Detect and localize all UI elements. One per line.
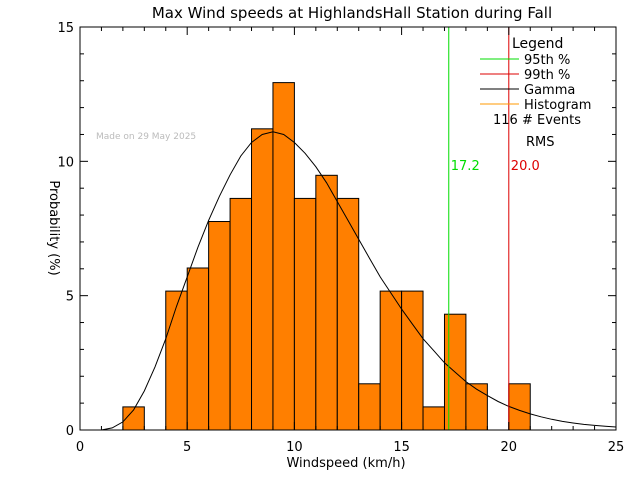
x-tick-label: 25 [608,440,625,455]
y-tick-label: 15 [57,21,74,36]
chart-title: Max Wind speeds at HighlandsHall Station… [152,4,552,22]
histogram-bar [315,174,338,431]
legend-label: Histogram [524,98,591,113]
rms-label: RMS [526,135,555,150]
histogram-bar [293,197,317,431]
legend-label: 99th % [524,68,570,83]
percentile-label: 17.2 [451,159,480,174]
histogram-bar [251,128,274,431]
watermark: Made on 29 May 2025 [96,132,196,142]
histogram-bars [122,82,531,431]
x-tick-label: 0 [76,440,84,455]
plot-frame [79,26,617,431]
histogram-bar [508,383,531,431]
x-axis-ticks: 0 5 10 15 20 25 [76,27,624,455]
histogram-bar [465,383,488,431]
x-tick-label: 15 [393,440,410,455]
x-axis-label: Windspeed (km/h) [286,456,405,471]
x-tick-label: 20 [501,440,518,455]
histogram-bar [358,383,381,431]
y-tick-label: 5 [66,290,74,305]
y-tick-label: 0 [66,424,74,439]
histogram-bar [186,267,210,431]
x-tick-label: 5 [183,440,191,455]
percentile-label: 20.0 [511,159,540,174]
histogram-bar [165,290,188,431]
events-label: # Events [522,113,581,128]
histogram-bar [379,290,403,431]
legend-title: Legend [512,36,563,52]
gamma-curve [101,131,617,431]
y-axis-ticks: 0 5 10 15 [57,21,616,439]
legend-label: 95th % [524,53,570,68]
events-count: 116 [493,113,518,128]
histogram-bar [401,290,424,431]
histogram-bar [229,197,253,431]
percentile-lines: 17.2 20.0 [448,27,540,430]
legend-label: Gamma [524,83,575,98]
histogram-bar [208,221,231,431]
x-tick-label: 10 [286,440,303,455]
histogram-bar [422,406,445,431]
y-axis-label: Probability (%) [46,180,61,275]
y-tick-label: 10 [57,155,74,170]
